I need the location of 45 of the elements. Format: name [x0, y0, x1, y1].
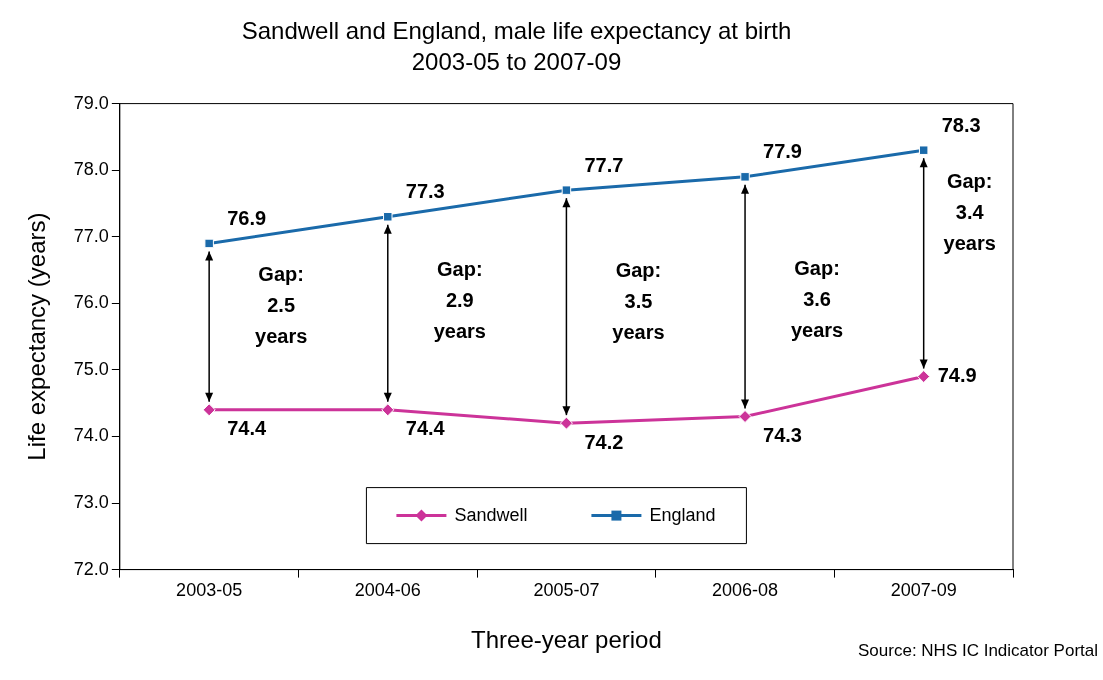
data-label: 77.3 [405, 180, 445, 203]
annotation: Gap: 3.6 years [790, 257, 844, 342]
y-tick-label: 75.0 [73, 358, 109, 379]
y-tick-label: 74.0 [73, 425, 109, 446]
data-label: 77.9 [763, 140, 802, 163]
chart-subtitle: 2003-05 to 2007-09 [411, 47, 622, 75]
y-tick-label: 77.0 [73, 225, 109, 246]
x-tick-label: 2003-05 [176, 580, 243, 601]
point [202, 403, 216, 417]
data-label: 76.9 [227, 206, 267, 229]
point [740, 172, 750, 182]
point [738, 409, 752, 423]
data-label: 74.3 [763, 424, 802, 446]
chart-title: Sandwell and England, male life expectancy at birth [241, 17, 792, 45]
annotation: Gap: 2.5 years [255, 263, 308, 348]
y-tick-label: 76.0 [73, 292, 109, 313]
legend-label: Sandwell [454, 504, 528, 525]
data-label: 74.4 [405, 417, 446, 440]
y-tick-label: 79.0 [73, 92, 109, 113]
point [561, 185, 572, 195]
data-label: 78.3 [941, 113, 981, 136]
x-tick-label: 2007-09 [890, 580, 957, 601]
legend-label: England [649, 504, 716, 525]
data-label: 77.7 [584, 153, 624, 176]
data-label: 74.2 [584, 430, 624, 453]
y-tick-label: 72.0 [73, 558, 109, 579]
point [918, 145, 929, 155]
y-tick-label: 73.0 [73, 492, 109, 512]
x-axis-title: Three-year period [471, 626, 662, 654]
x-tick-label: 2006-08 [712, 580, 779, 601]
point [204, 238, 214, 249]
x-tick-label: 2004-06 [354, 580, 421, 601]
annotation: Gap: 2.9 years [433, 257, 486, 342]
annotation: Gap: 3.4 years [943, 169, 996, 254]
y-axis-title: Life expectancy (years) [23, 212, 51, 461]
annotation: Gap: 3.5 years [612, 259, 665, 344]
point [559, 416, 573, 430]
data-label: 74.4 [227, 417, 267, 440]
y-tick-label: 78.0 [73, 159, 109, 180]
x-tick-label: 2005-07 [533, 580, 600, 601]
data-label: 74.9 [937, 364, 977, 387]
point [383, 212, 393, 222]
point [381, 403, 395, 417]
point [917, 370, 931, 384]
source-note: Source: NHS IC Indicator Portal [858, 641, 1098, 660]
